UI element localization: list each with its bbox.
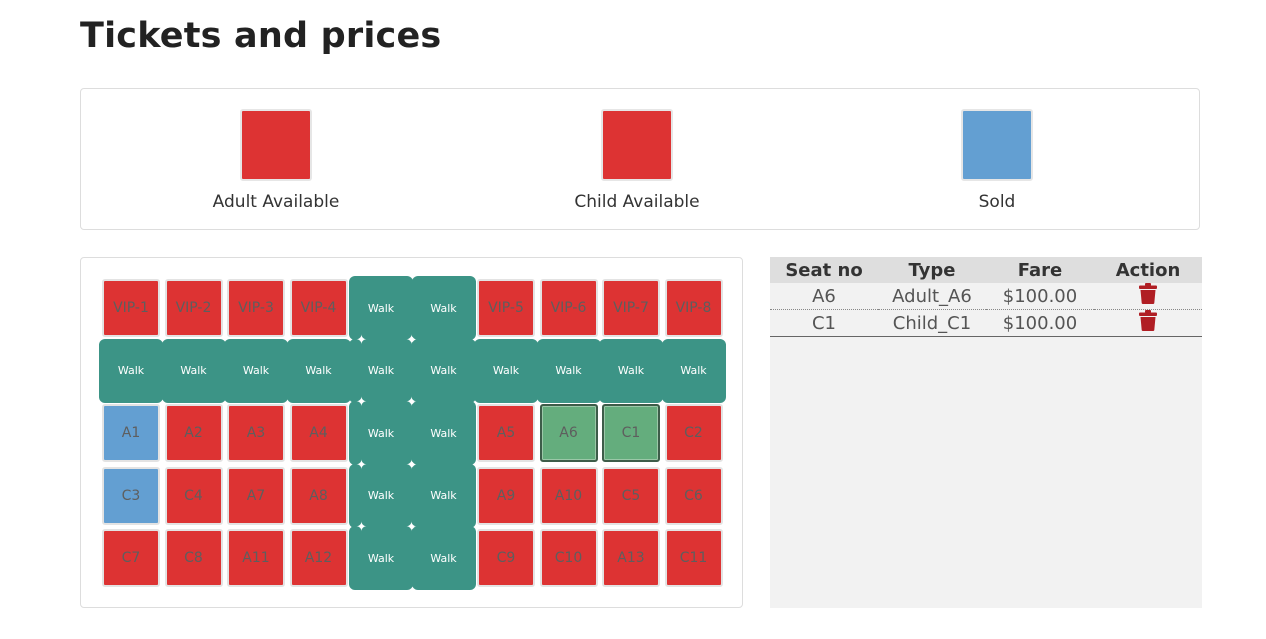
walkway-junction-ornament: ✦ — [356, 394, 367, 409]
seat-vip-6[interactable]: VIP-6 — [539, 279, 598, 337]
walkway-cell: Walk — [474, 338, 538, 403]
trash-icon[interactable] — [1139, 283, 1157, 309]
seat-c7[interactable]: C7 — [102, 529, 160, 587]
walkway-cell: Walk — [349, 463, 413, 528]
seat-a5[interactable]: A5 — [477, 404, 535, 462]
walkway-cell: Walk — [599, 338, 663, 403]
walkway-junction-ornament: ✦ — [406, 331, 417, 347]
seat-no-cell: A6 — [812, 285, 836, 307]
walkway-cell: Walk — [411, 338, 476, 403]
fare-cell: $100.00 — [1002, 312, 1078, 334]
seat-c9[interactable]: C9 — [477, 529, 535, 587]
seat-c5[interactable]: C5 — [602, 466, 660, 525]
seat-vip-2[interactable]: VIP-2 — [164, 279, 223, 337]
seat-a7[interactable]: A7 — [227, 466, 285, 525]
seat-vip-3[interactable]: VIP-3 — [227, 279, 285, 337]
legend-item-child-available: Child Available — [537, 109, 737, 212]
column-header-action: Action — [1094, 257, 1202, 283]
selected-tickets-panel: Seat no Type Fare Action A6 Adult_A6 $10… — [770, 257, 1202, 608]
seat-c1[interactable]: C1 — [602, 404, 660, 462]
seat-a11[interactable]: A11 — [227, 529, 285, 587]
walkway-cell: Walk — [349, 526, 413, 590]
adult-available-swatch — [240, 109, 312, 181]
sold-swatch — [961, 109, 1033, 181]
seat-a9[interactable]: A9 — [477, 466, 535, 525]
walkway-cell: Walk — [349, 338, 413, 403]
action-cell — [1094, 310, 1202, 337]
seat-no-cell: C1 — [811, 312, 837, 334]
walkway-junction-ornament: ✦ — [406, 456, 417, 472]
walkway-cell: Walk — [349, 276, 413, 340]
page-title: Tickets and prices — [80, 16, 442, 56]
seat-a12[interactable]: A12 — [289, 529, 348, 587]
seat-a13[interactable]: A13 — [602, 529, 660, 587]
action-cell — [1094, 283, 1202, 310]
seat-a2[interactable]: A2 — [164, 404, 223, 462]
table-row: C1 Child_C1 $100.00 — [770, 310, 1202, 337]
seat-vip-7[interactable]: VIP-7 — [602, 279, 660, 337]
walkway-cell: Walk — [411, 463, 476, 528]
ticket-type-cell: Adult_A6 — [892, 285, 972, 307]
seat-vip-8[interactable]: VIP-8 — [664, 279, 723, 337]
column-header-fare: Fare — [986, 257, 1094, 283]
seat-map: VIP-1 VIP-2 VIP-3 VIP-4 Walk Walk VIP-5 VIP-6 VI… — [80, 257, 743, 608]
seat-a8[interactable]: A8 — [289, 466, 348, 525]
legend-label: Child Available — [574, 192, 700, 212]
walkway-junction-ornament: ✦ — [406, 394, 417, 409]
walkway-cell: Walk — [349, 401, 413, 465]
seat-vip-1[interactable]: VIP-1 — [102, 279, 160, 337]
walkway-cell: Walk — [411, 526, 476, 590]
legend-item-adult-available: Adult Available — [176, 109, 376, 212]
walkway-junction-ornament: ✦ — [406, 519, 417, 534]
walkway-cell: Walk — [161, 338, 226, 403]
walkway-junction-ornament: ✦ — [356, 331, 367, 347]
walkway-cell: Walk — [286, 338, 351, 403]
child-available-swatch — [601, 109, 673, 181]
seat-a3[interactable]: A3 — [227, 404, 285, 462]
seat-a6[interactable]: A6 — [539, 404, 598, 462]
walkway-cell: Walk — [536, 338, 601, 403]
seat-c10[interactable]: C10 — [539, 529, 598, 587]
seat-c6[interactable]: C6 — [664, 466, 723, 525]
column-header-type: Type — [878, 257, 986, 283]
seat-c4[interactable]: C4 — [164, 466, 223, 525]
seat-c2[interactable]: C2 — [664, 404, 723, 462]
seat-legend: Adult Available Child Available Sold — [80, 88, 1200, 230]
ticket-type-cell: Child_C1 — [892, 312, 972, 334]
seat-c8[interactable]: C8 — [164, 529, 223, 587]
walkway-junction-ornament: ✦ — [356, 456, 367, 472]
seat-c3[interactable]: C3 — [102, 466, 160, 525]
legend-label: Sold — [978, 192, 1016, 212]
walkway-cell: Walk — [411, 401, 476, 465]
fare-cell: $100.00 — [1002, 285, 1078, 307]
walkway-cell: Walk — [411, 276, 476, 340]
legend-label: Adult Available — [212, 192, 340, 212]
seat-vip-5[interactable]: VIP-5 — [477, 279, 535, 337]
walkway-cell: Walk — [661, 338, 726, 403]
legend-item-sold: Sold — [897, 109, 1097, 212]
seat-a4[interactable]: A4 — [289, 404, 348, 462]
trash-icon[interactable] — [1139, 310, 1157, 336]
seat-vip-4[interactable]: VIP-4 — [289, 279, 348, 337]
selected-tickets-table: Seat no Type Fare Action A6 Adult_A6 $10… — [770, 257, 1202, 337]
walkway-cell: Walk — [99, 338, 163, 403]
seat-a1[interactable]: A1 — [102, 404, 160, 462]
column-header-seat-no: Seat no — [770, 257, 878, 283]
seat-a10[interactable]: A10 — [539, 466, 598, 525]
seat-c11[interactable]: C11 — [664, 529, 723, 587]
table-header-row: Seat no Type Fare Action — [770, 257, 1202, 283]
table-row: A6 Adult_A6 $100.00 — [770, 283, 1202, 310]
walkway-cell: Walk — [224, 338, 288, 403]
walkway-junction-ornament: ✦ — [356, 519, 367, 534]
